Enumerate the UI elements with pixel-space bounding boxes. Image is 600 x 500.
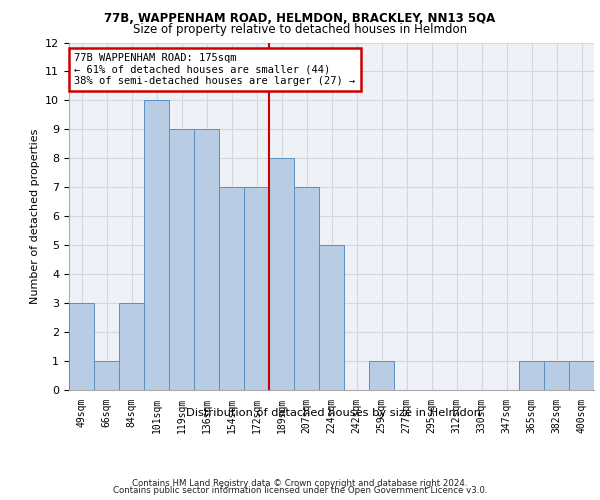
Bar xyxy=(144,100,169,390)
Bar xyxy=(369,361,394,390)
Bar xyxy=(544,361,569,390)
Bar xyxy=(119,303,144,390)
Y-axis label: Number of detached properties: Number of detached properties xyxy=(29,128,40,304)
Text: Size of property relative to detached houses in Helmdon: Size of property relative to detached ho… xyxy=(133,22,467,36)
Text: 77B WAPPENHAM ROAD: 175sqm
← 61% of detached houses are smaller (44)
38% of semi: 77B WAPPENHAM ROAD: 175sqm ← 61% of deta… xyxy=(74,53,355,86)
Bar xyxy=(569,361,594,390)
Bar xyxy=(194,130,219,390)
Text: Distribution of detached houses by size in Helmdon: Distribution of detached houses by size … xyxy=(185,408,481,418)
Bar xyxy=(319,245,344,390)
Bar xyxy=(169,130,194,390)
Bar xyxy=(94,361,119,390)
Text: Contains HM Land Registry data © Crown copyright and database right 2024.: Contains HM Land Registry data © Crown c… xyxy=(132,478,468,488)
Bar xyxy=(519,361,544,390)
Bar xyxy=(244,188,269,390)
Text: 77B, WAPPENHAM ROAD, HELMDON, BRACKLEY, NN13 5QA: 77B, WAPPENHAM ROAD, HELMDON, BRACKLEY, … xyxy=(104,12,496,26)
Bar xyxy=(69,303,94,390)
Bar xyxy=(219,188,244,390)
Bar xyxy=(294,188,319,390)
Bar xyxy=(269,158,294,390)
Text: Contains public sector information licensed under the Open Government Licence v3: Contains public sector information licen… xyxy=(113,486,487,495)
